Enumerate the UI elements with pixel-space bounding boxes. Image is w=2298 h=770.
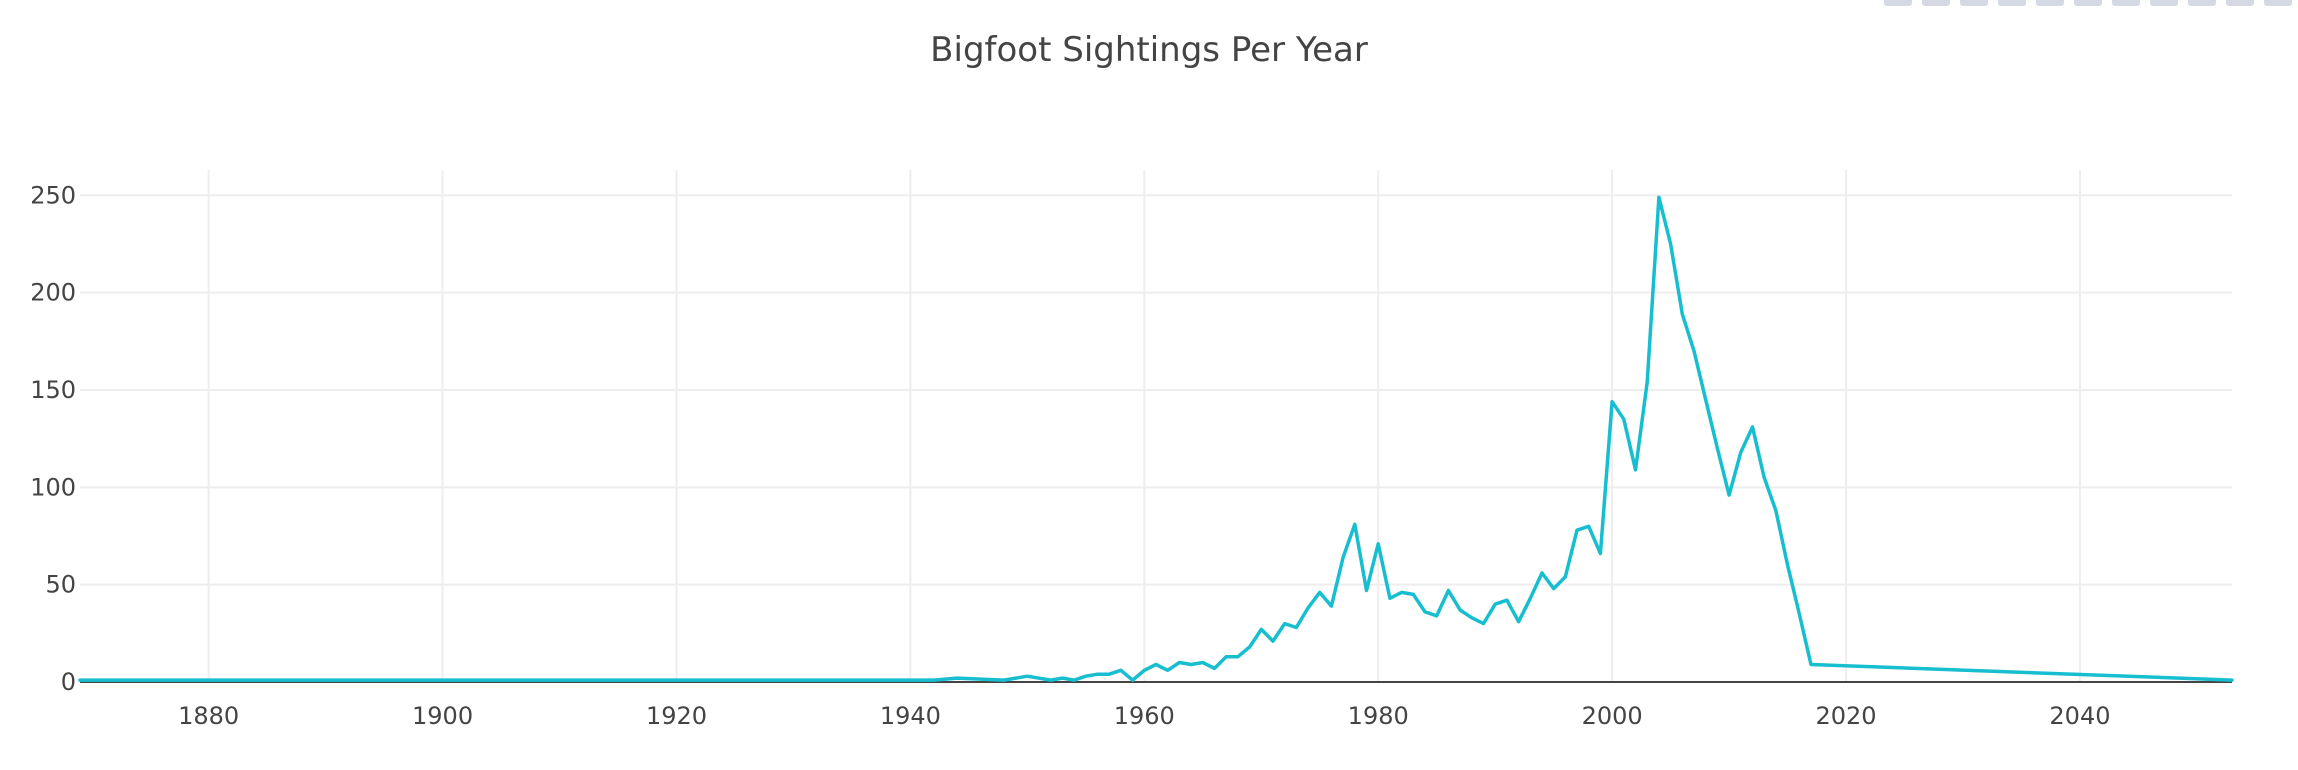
zoom-in-icon[interactable] [2036, 0, 2064, 6]
y-tick-label: 0 [61, 668, 76, 696]
x-tick-label: 1880 [178, 702, 239, 730]
y-tick-label: 200 [30, 279, 76, 307]
grid-lines [80, 170, 2232, 682]
series-line-0[interactable] [78, 195, 2234, 682]
x-tick-label: 2000 [1582, 702, 1643, 730]
y-tick-label: 250 [30, 181, 76, 209]
zoom-out-icon[interactable] [2074, 0, 2102, 6]
x-tick-label: 1960 [1114, 702, 1175, 730]
y-tick-label: 50 [45, 571, 76, 599]
x-tick-label: 2040 [2049, 702, 2110, 730]
autoscale-icon[interactable] [2112, 0, 2140, 6]
reset-axes-icon[interactable] [2150, 0, 2178, 6]
hover-compare-icon[interactable] [2264, 0, 2292, 6]
y-tick-label: 100 [30, 473, 76, 501]
camera-icon[interactable] [1884, 0, 1912, 6]
y-tick-label: 150 [30, 376, 76, 404]
chart-title: Bigfoot Sightings Per Year [930, 30, 1368, 70]
x-tick-label: 1940 [880, 702, 941, 730]
spike-lines-icon[interactable] [2188, 0, 2216, 6]
hover-closest-icon[interactable] [2226, 0, 2254, 6]
series-layer[interactable] [78, 195, 2234, 682]
save-icon[interactable] [1922, 0, 1950, 6]
x-tick-label: 2020 [1816, 702, 1877, 730]
plot-modebar[interactable] [1884, 0, 2298, 12]
pan-icon[interactable] [1998, 0, 2026, 6]
tick-labels: 1880 1900 1920 1940 1960 1980 2000 2020 2040 0 50 1… [30, 181, 2110, 730]
x-tick-label: 1920 [646, 702, 707, 730]
x-tick-label: 1980 [1348, 702, 1409, 730]
zoom-icon[interactable] [1960, 0, 1988, 6]
x-tick-label: 1900 [412, 702, 473, 730]
